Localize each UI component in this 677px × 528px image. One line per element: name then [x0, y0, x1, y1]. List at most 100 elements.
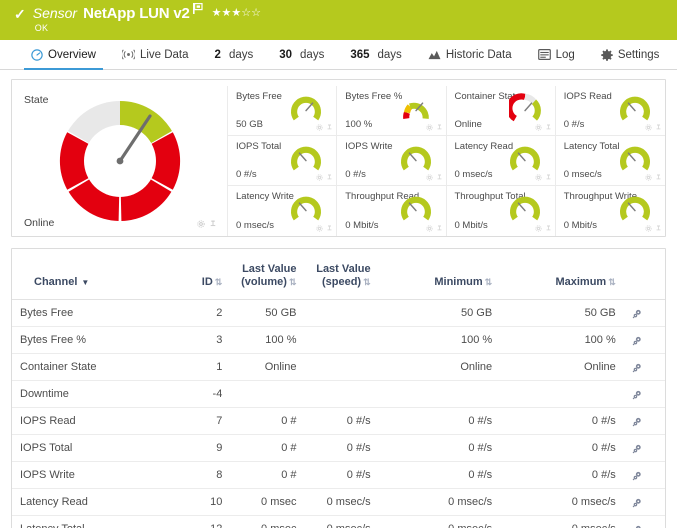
- column-header-id[interactable]: ID ⇅: [166, 249, 231, 300]
- mini-gauge-actions[interactable]: [535, 124, 552, 131]
- priority-stars[interactable]: ★★★☆☆: [211, 7, 261, 19]
- table-row[interactable]: IOPS Write 8 0 # 0 #/s 0 #/s 0 #/s: [12, 461, 665, 489]
- mini-gauge-actions[interactable]: [535, 174, 552, 181]
- tab-30-days[interactable]: 30 days: [266, 40, 337, 69]
- pin-icon[interactable]: [326, 124, 333, 131]
- gear-icon[interactable]: [535, 174, 542, 181]
- pin-icon[interactable]: [545, 174, 552, 181]
- pin-icon[interactable]: [326, 174, 333, 181]
- flag-icon[interactable]: [192, 3, 203, 14]
- gear-icon[interactable]: [632, 470, 657, 481]
- mini-gauge-actions[interactable]: [425, 225, 443, 232]
- cell-actions[interactable]: [623, 461, 665, 489]
- mini-gauge-actions[interactable]: [316, 225, 333, 232]
- gear-icon[interactable]: [425, 174, 433, 181]
- gear-icon[interactable]: [425, 124, 433, 131]
- pin-icon[interactable]: [545, 225, 552, 232]
- page-title[interactable]: NetApp LUN v2: [83, 5, 190, 22]
- tab-overview[interactable]: Overview: [18, 40, 109, 70]
- table-row[interactable]: Latency Read 10 0 msec 0 msec/s 0 msec/s…: [12, 488, 665, 516]
- tab-365-days[interactable]: 365 days: [337, 40, 414, 69]
- gear-icon[interactable]: [197, 220, 205, 228]
- column-header-channel[interactable]: Channel ▼: [12, 249, 167, 300]
- tab-settings[interactable]: Settings: [588, 40, 673, 69]
- table-row[interactable]: Container State 1 Online Online Online: [12, 353, 665, 381]
- mini-gauge-container-state[interactable]: Container State Online: [446, 86, 556, 136]
- cell-actions[interactable]: [623, 353, 665, 381]
- pin-icon[interactable]: [326, 225, 333, 232]
- mini-gauge-latency-read[interactable]: Latency Read 0 msec/s: [446, 136, 556, 186]
- gear-icon[interactable]: [632, 389, 657, 400]
- cell-minimum: 0 msec/s: [378, 488, 501, 516]
- gear-icon[interactable]: [645, 174, 652, 181]
- tab-2-days[interactable]: 2 days: [202, 40, 267, 69]
- mini-gauge-throughput-write[interactable]: Throughput Write 0 Mbit/s: [556, 186, 665, 236]
- table-row[interactable]: Bytes Free 2 50 GB 50 GB 50 GB: [12, 299, 665, 327]
- mini-gauge-actions[interactable]: [645, 124, 662, 131]
- pin-icon[interactable]: [545, 124, 552, 131]
- mini-gauge-latency-write[interactable]: Latency Write 0 msec/s: [228, 186, 338, 236]
- gear-icon[interactable]: [645, 225, 652, 232]
- cell-channel: IOPS Write: [12, 461, 167, 489]
- table-row[interactable]: Bytes Free % 3 100 % 100 % 100 %: [12, 326, 665, 354]
- tab-historic-data[interactable]: Historic Data: [415, 40, 525, 69]
- state-gauge[interactable]: State: [12, 86, 228, 236]
- mini-gauge-iops-read[interactable]: IOPS Read 0 #/s: [555, 86, 665, 136]
- mini-gauge-throughput-total[interactable]: Throughput Total 0 Mbit/s: [447, 186, 556, 236]
- mini-gauge-actions[interactable]: [316, 124, 333, 131]
- gear-icon[interactable]: [316, 225, 323, 232]
- mini-gauge-actions[interactable]: [645, 174, 662, 181]
- gear-icon[interactable]: [632, 308, 657, 319]
- cell-actions[interactable]: [623, 326, 665, 354]
- table-row[interactable]: IOPS Read 7 0 # 0 #/s 0 #/s 0 #/s: [12, 407, 665, 435]
- gear-icon[interactable]: [425, 225, 433, 232]
- cell-actions[interactable]: [623, 299, 665, 327]
- table-row[interactable]: Downtime -4: [12, 380, 665, 408]
- mini-gauge-throughput-read[interactable]: Throughput Read 0 Mbit/s: [337, 186, 447, 236]
- mini-gauge-actions[interactable]: [535, 225, 552, 232]
- mini-gauge-bytes-free-percent[interactable]: Bytes Free % 100 %: [337, 86, 447, 136]
- table-row[interactable]: Latency Total 12 0 msec 0 msec/s 0 msec/…: [12, 515, 665, 528]
- gear-icon[interactable]: [645, 124, 652, 131]
- pin-icon[interactable]: [655, 124, 662, 131]
- gear-icon[interactable]: [632, 362, 657, 373]
- mini-gauge-actions[interactable]: [425, 174, 443, 181]
- mini-gauge-actions[interactable]: [316, 174, 333, 181]
- mini-gauge-actions[interactable]: [425, 124, 443, 131]
- cell-actions[interactable]: [623, 434, 665, 462]
- gear-icon[interactable]: [316, 174, 323, 181]
- pin-icon[interactable]: [436, 124, 443, 131]
- gear-icon[interactable]: [632, 524, 657, 528]
- gear-icon[interactable]: [535, 225, 542, 232]
- table-row[interactable]: IOPS Total 9 0 # 0 #/s 0 #/s 0 #/s: [12, 434, 665, 462]
- mini-gauge-iops-total[interactable]: IOPS Total 0 #/s: [228, 136, 338, 186]
- gear-icon[interactable]: [632, 335, 657, 346]
- cell-actions[interactable]: [623, 515, 665, 528]
- tab-live-data[interactable]: Live Data: [109, 40, 202, 69]
- mini-gauge-bytes-free[interactable]: Bytes Free 50 GB: [228, 86, 338, 136]
- pin-icon[interactable]: [436, 225, 443, 232]
- mini-gauge-dial: [508, 93, 541, 123]
- pin-icon[interactable]: [655, 225, 662, 232]
- mini-gauge-latency-total[interactable]: Latency Total 0 msec/s: [555, 136, 665, 186]
- gear-icon[interactable]: [316, 124, 323, 131]
- cell-actions[interactable]: [623, 407, 665, 435]
- mini-gauge-actions[interactable]: [645, 225, 662, 232]
- gear-icon[interactable]: [632, 443, 657, 454]
- mini-gauge-iops-write[interactable]: IOPS Write 0 #/s: [337, 136, 447, 186]
- cell-actions[interactable]: [623, 488, 665, 516]
- pin-icon[interactable]: [209, 220, 217, 228]
- pin-icon[interactable]: [436, 174, 443, 181]
- gear-icon[interactable]: [535, 124, 542, 131]
- column-header-maximum[interactable]: Maximum ⇅: [500, 249, 624, 300]
- pin-icon[interactable]: [655, 174, 662, 181]
- tab-log[interactable]: Log: [525, 40, 588, 69]
- cell-actions[interactable]: [623, 380, 665, 408]
- column-header-last-value-speed[interactable]: Last Value (speed) ⇅: [304, 249, 379, 300]
- cell-minimum: 100 %: [378, 326, 501, 354]
- gear-icon[interactable]: [632, 416, 657, 427]
- column-header-minimum[interactable]: Minimum ⇅: [378, 249, 501, 300]
- column-header-last-value-volume[interactable]: Last Value (volume) ⇅: [230, 249, 305, 300]
- state-gauge-actions[interactable]: [197, 220, 217, 228]
- gear-icon[interactable]: [632, 497, 657, 508]
